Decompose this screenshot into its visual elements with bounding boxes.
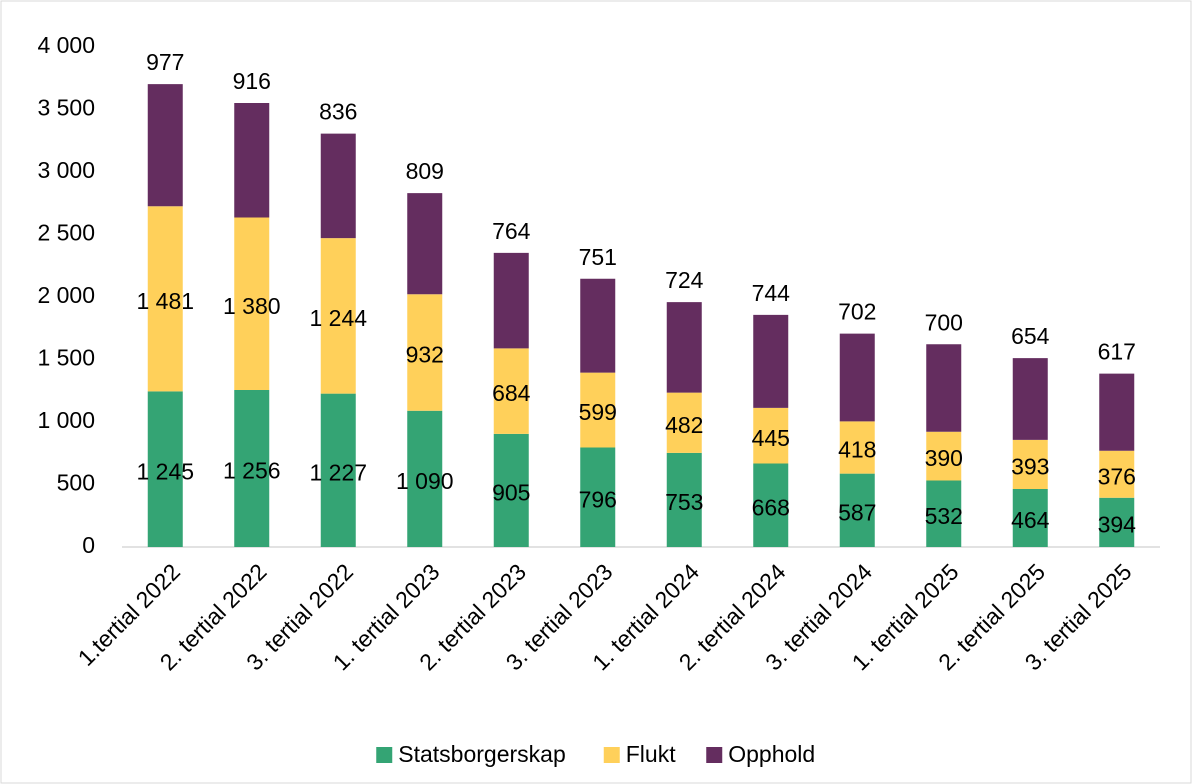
- data-label: 932: [406, 342, 444, 368]
- legend-swatch: [706, 747, 723, 763]
- data-label: 599: [579, 399, 617, 425]
- bar-segment: [666, 392, 702, 453]
- bar-segment: [320, 238, 356, 394]
- y-tick-label: 500: [57, 470, 95, 496]
- bar-segment: [147, 391, 183, 547]
- data-label: 482: [665, 412, 703, 438]
- bar-segment: [580, 447, 616, 547]
- bar-segment: [407, 294, 443, 411]
- y-tick-label: 3 000: [37, 157, 95, 183]
- data-label: 464: [1011, 507, 1050, 533]
- data-label: 753: [665, 489, 703, 515]
- bar-segment: [666, 452, 702, 547]
- data-label: 1 227: [309, 459, 367, 485]
- bar-segment: [839, 333, 875, 422]
- data-label: 724: [665, 267, 704, 293]
- legend-label: Flukt: [626, 741, 676, 767]
- data-label: 445: [752, 425, 790, 451]
- data-label: 394: [1098, 511, 1137, 537]
- data-label: 751: [579, 244, 617, 270]
- bar-segment: [580, 278, 616, 373]
- y-tick-label: 1 000: [37, 407, 95, 433]
- data-label: 1 244: [309, 305, 367, 331]
- data-label: 654: [1011, 323, 1050, 349]
- data-label: 668: [752, 494, 790, 520]
- data-label: 1 245: [136, 458, 194, 484]
- y-tick-label: 2 000: [37, 282, 95, 308]
- bar-segment: [753, 463, 789, 547]
- data-label: 836: [319, 99, 357, 125]
- data-label: 390: [925, 445, 963, 471]
- bar-segment: [407, 193, 443, 295]
- y-tick-label: 3 500: [37, 95, 95, 121]
- bar-segment: [147, 206, 183, 392]
- bar-segment: [147, 84, 183, 207]
- data-label: 916: [233, 68, 271, 94]
- data-label: 587: [838, 499, 876, 525]
- data-label: 393: [1011, 454, 1049, 480]
- legend-label: Opphold: [728, 741, 815, 767]
- data-label: 1 090: [396, 468, 454, 494]
- data-label: 744: [752, 280, 791, 306]
- y-tick-label: 0: [82, 532, 95, 558]
- bar-segment: [493, 252, 529, 349]
- bar-segment: [753, 407, 789, 464]
- y-tick-label: 2 500: [37, 220, 95, 246]
- bar-segment: [234, 217, 270, 390]
- y-tick-label: 4 000: [37, 32, 95, 58]
- data-label: 796: [579, 486, 617, 512]
- bar-segment: [926, 480, 962, 547]
- data-label: 1 256: [223, 458, 281, 484]
- data-label: 977: [146, 49, 184, 75]
- data-label: 418: [838, 437, 876, 463]
- data-label: 809: [406, 158, 444, 184]
- bar-segment: [1012, 358, 1048, 440]
- data-label: 532: [925, 503, 963, 529]
- bar-segment: [234, 390, 270, 547]
- bar-segment: [320, 393, 356, 547]
- bar-segment: [926, 431, 962, 481]
- legend-swatch: [376, 747, 393, 763]
- data-label: 617: [1098, 339, 1136, 365]
- bar-segment: [407, 410, 443, 547]
- bar-segment: [839, 421, 875, 474]
- legend-swatch: [603, 747, 620, 763]
- bar-segment: [666, 302, 702, 393]
- legend-label: Statsborgerskap: [398, 741, 565, 767]
- data-label: 700: [925, 309, 963, 335]
- bar-segment: [926, 344, 962, 432]
- data-label: 1 481: [136, 288, 194, 314]
- bar-segment: [493, 348, 529, 434]
- bar-segment: [580, 372, 616, 448]
- bar-segment: [839, 473, 875, 547]
- bar-segment: [753, 314, 789, 408]
- data-label: 684: [492, 380, 531, 406]
- bar-segment: [1012, 439, 1048, 489]
- data-label: 905: [492, 480, 530, 506]
- bar-segment: [1012, 489, 1048, 547]
- bar-segment: [1099, 450, 1135, 498]
- bar-segment: [493, 433, 529, 547]
- bar-segment: [1099, 497, 1135, 547]
- bar-segment: [1099, 373, 1135, 451]
- data-label: 764: [492, 218, 531, 244]
- y-tick-label: 1 500: [37, 345, 95, 371]
- bar-segment: [234, 103, 270, 218]
- bar-segment: [320, 133, 356, 239]
- data-label: 376: [1098, 463, 1136, 489]
- data-label: 702: [838, 299, 876, 325]
- data-label: 1 380: [223, 293, 281, 319]
